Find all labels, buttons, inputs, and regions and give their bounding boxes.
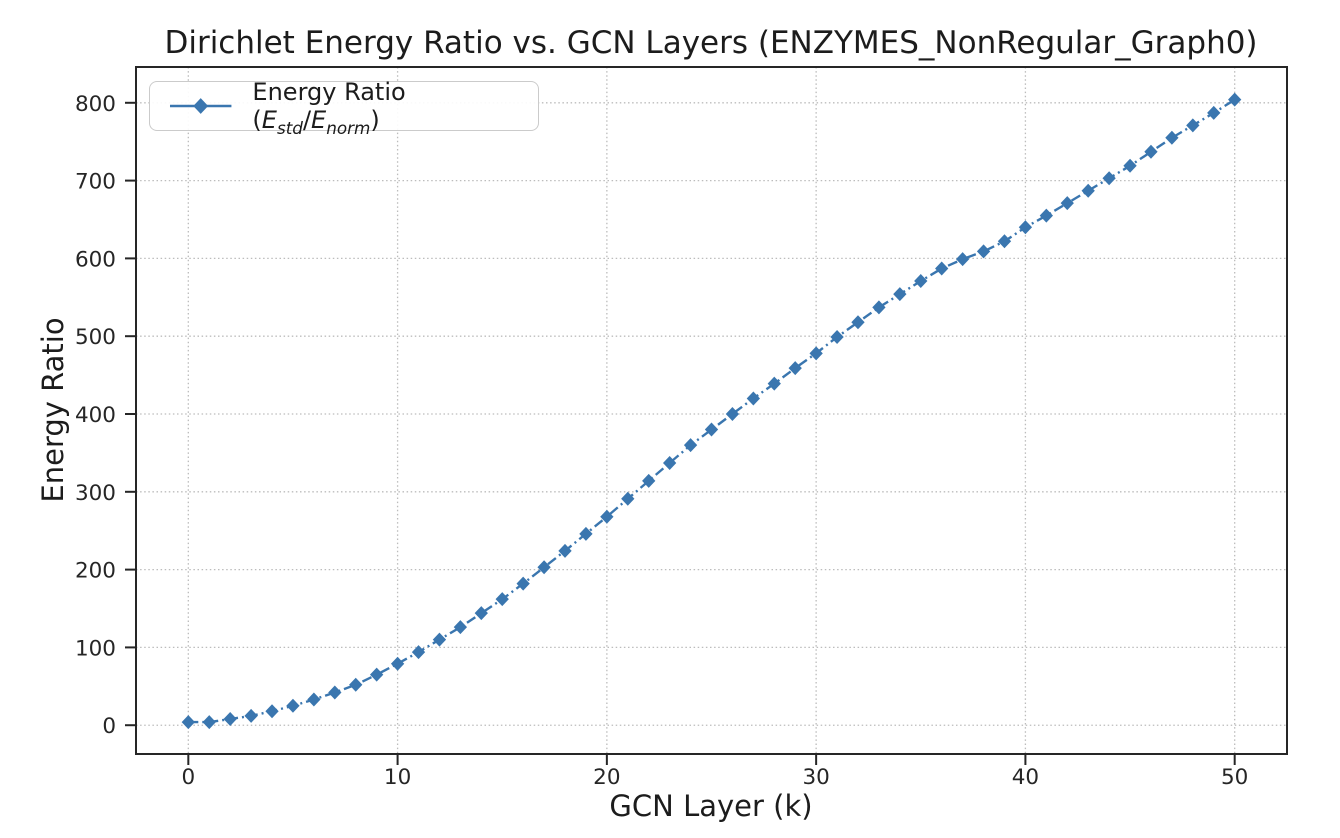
data-point-k4 [265, 704, 279, 719]
x-tick-label: 10 [384, 765, 411, 790]
axis-ticks [125, 101, 1236, 765]
legend-line-marker-icon [169, 98, 232, 114]
x-tick-label: 50 [1221, 765, 1248, 790]
data-point-k21 [621, 491, 635, 506]
data-point-k8 [349, 677, 363, 692]
data-point-k13 [453, 620, 468, 635]
data-point-k5 [286, 698, 300, 713]
data-point-k29 [788, 361, 802, 376]
energy-ratio-line [188, 98, 1236, 724]
data-point-k20 [600, 509, 614, 524]
legend-label: Energy Ratio (Estd/Enorm) [252, 78, 538, 136]
data-point-k6 [307, 692, 321, 707]
x-tick-label: 40 [1012, 765, 1039, 790]
legend-sub-norm: norm [326, 117, 371, 138]
y-tick-label: 200 [75, 559, 116, 584]
legend-divider: / [302, 106, 312, 134]
x-axis-label: GCN Layer (k) [609, 789, 813, 823]
data-point-k25 [704, 422, 719, 437]
data-point-k12 [432, 632, 447, 647]
data-point-k44 [1102, 171, 1116, 186]
data-point-k35 [914, 273, 928, 288]
data-point-k24 [683, 438, 698, 453]
data-point-k14 [474, 606, 488, 621]
legend-var-estd: E [261, 106, 277, 134]
data-point-k17 [537, 560, 551, 575]
data-point-k26 [725, 407, 740, 422]
data-point-k27 [746, 391, 761, 406]
data-point-k32 [851, 315, 865, 330]
data-point-k47 [1165, 130, 1179, 145]
data-point-k46 [1144, 144, 1158, 159]
y-axis-label: Energy Ratio [36, 317, 70, 503]
data-point-k19 [579, 526, 593, 541]
y-tick-label: 600 [75, 247, 116, 272]
y-tick-label: 700 [75, 170, 116, 195]
legend-var-enorm: E [311, 106, 327, 134]
legend-label-prefix: Energy Ratio ( [252, 78, 406, 134]
x-tick-label: 30 [802, 765, 829, 790]
x-tick-label: 0 [181, 765, 195, 790]
data-point-k2 [223, 711, 237, 726]
data-point-k50 [1228, 92, 1242, 107]
energy-ratio-markers [181, 92, 1242, 730]
y-tick-label: 500 [75, 325, 116, 350]
data-point-k0 [181, 715, 195, 730]
data-point-k45 [1123, 158, 1137, 173]
data-point-k15 [495, 592, 509, 607]
axes-spines [135, 66, 1288, 755]
x-tick-label: 20 [593, 765, 620, 790]
data-point-k38 [976, 244, 991, 259]
data-point-k49 [1207, 105, 1221, 120]
data-point-k16 [516, 576, 530, 591]
y-tick-label: 300 [75, 481, 116, 506]
data-point-k18 [558, 543, 572, 558]
gridlines [136, 67, 1287, 754]
data-point-k31 [830, 329, 844, 344]
data-point-k11 [411, 645, 426, 660]
data-point-k1 [202, 715, 216, 730]
legend-sub-std: std [276, 117, 303, 138]
data-point-k37 [955, 252, 970, 267]
data-point-k30 [809, 346, 823, 361]
legend: Energy Ratio (Estd/Enorm) [149, 78, 539, 136]
data-point-k7 [328, 685, 342, 700]
data-point-k22 [642, 473, 656, 488]
data-point-k43 [1081, 183, 1095, 198]
data-point-k33 [872, 300, 886, 315]
y-tick-label: 400 [75, 403, 116, 428]
data-point-k3 [244, 708, 258, 723]
data-point-k48 [1186, 118, 1200, 133]
data-point-k10 [390, 656, 405, 671]
data-point-k9 [370, 667, 384, 682]
data-point-k40 [1018, 220, 1033, 235]
data-point-k39 [997, 234, 1012, 249]
data-point-k23 [662, 456, 677, 471]
legend-label-suffix: ) [370, 106, 380, 134]
data-point-k41 [1039, 208, 1053, 223]
data-point-k34 [893, 287, 907, 302]
data-point-k28 [767, 376, 781, 391]
data-point-k42 [1060, 196, 1074, 211]
chart-title: Dirichlet Energy Ratio vs. GCN Layers (E… [164, 25, 1258, 61]
data-point-k36 [935, 261, 949, 276]
y-tick-label: 800 [75, 92, 116, 117]
y-tick-label: 0 [102, 714, 116, 739]
y-tick-label: 100 [75, 636, 116, 661]
